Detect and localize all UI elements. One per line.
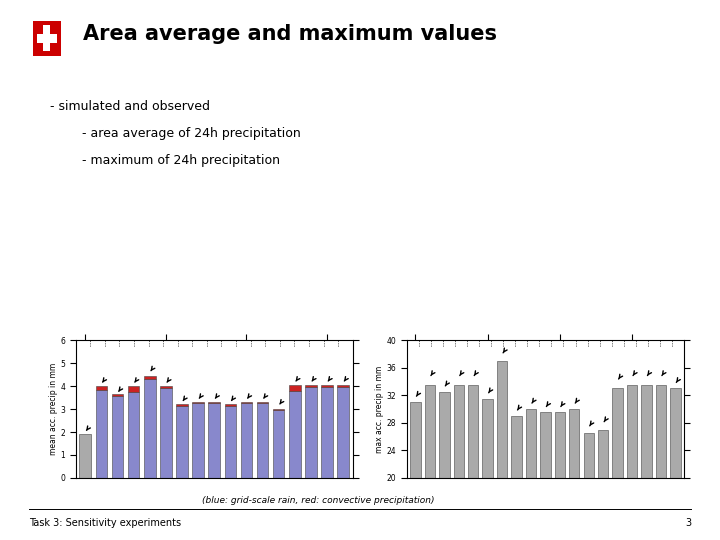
Bar — [176, 404, 188, 406]
Bar — [321, 387, 333, 478]
Bar — [225, 406, 236, 478]
Bar — [128, 386, 140, 392]
Bar — [112, 394, 123, 396]
Bar — [240, 402, 252, 403]
Bar — [160, 386, 171, 388]
Bar — [656, 385, 666, 540]
Bar — [208, 403, 220, 478]
Bar — [96, 389, 107, 478]
Bar — [225, 404, 236, 406]
Bar — [43, 25, 50, 51]
Text: - maximum of 24h precipitation: - maximum of 24h precipitation — [50, 154, 280, 167]
Bar — [192, 402, 204, 403]
Bar — [554, 413, 565, 540]
Bar — [273, 409, 284, 410]
FancyBboxPatch shape — [33, 21, 60, 56]
Bar — [257, 403, 269, 478]
Bar — [305, 387, 317, 478]
Bar — [176, 406, 188, 478]
Bar — [569, 409, 580, 540]
Text: (blue: grid-scale rain, red: convective precipitation): (blue: grid-scale rain, red: convective … — [202, 496, 434, 505]
Bar — [511, 416, 522, 540]
Bar — [670, 388, 680, 540]
Bar — [144, 376, 156, 379]
Bar — [526, 409, 536, 540]
Bar — [289, 391, 300, 478]
Bar — [540, 413, 551, 540]
Bar — [273, 410, 284, 478]
Bar — [425, 385, 435, 540]
Bar — [112, 396, 123, 478]
Bar — [627, 385, 637, 540]
Y-axis label: max acc. precip in mm: max acc. precip in mm — [375, 366, 384, 453]
Bar — [257, 402, 269, 403]
Bar — [468, 385, 478, 540]
Bar — [439, 392, 449, 540]
Bar — [583, 433, 594, 540]
Bar — [144, 379, 156, 478]
Text: - area average of 24h precipitation: - area average of 24h precipitation — [50, 127, 301, 140]
Bar — [338, 385, 349, 387]
Bar — [79, 434, 91, 478]
Bar — [96, 386, 107, 389]
Bar — [305, 385, 317, 387]
Text: 3: 3 — [685, 518, 691, 529]
Bar — [613, 388, 623, 540]
Bar — [160, 388, 171, 478]
Bar — [642, 385, 652, 540]
Bar — [192, 403, 204, 478]
Bar — [338, 387, 349, 478]
Bar — [128, 392, 140, 478]
Bar — [321, 385, 333, 387]
Text: Task 3: Sensitivity experiments: Task 3: Sensitivity experiments — [29, 518, 181, 529]
Bar — [240, 403, 252, 478]
Text: Area average and maximum values: Area average and maximum values — [83, 24, 497, 44]
Bar — [482, 399, 493, 540]
Bar — [454, 385, 464, 540]
Y-axis label: mean acc. precip in mm: mean acc. precip in mm — [48, 363, 58, 455]
Bar — [289, 385, 300, 391]
Text: - simulated and observed: - simulated and observed — [50, 100, 210, 113]
Bar — [598, 430, 608, 540]
Bar — [497, 361, 508, 540]
Bar — [208, 402, 220, 403]
Bar — [410, 402, 420, 540]
Bar — [37, 34, 57, 43]
